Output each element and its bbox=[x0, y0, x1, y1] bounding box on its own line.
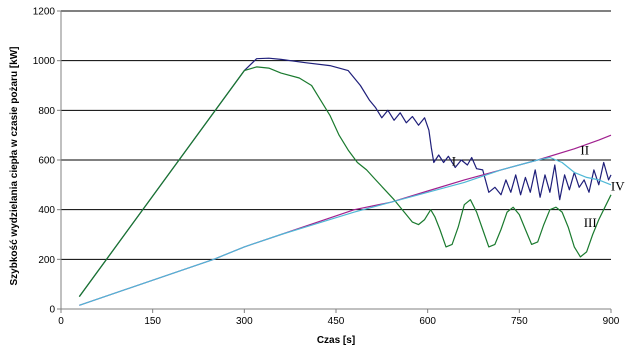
x-tick-label: 450 bbox=[328, 316, 345, 327]
series-line-i bbox=[78, 57, 612, 297]
series-line-iv bbox=[79, 156, 612, 306]
y-axis-title: Szybkość wydzielania ciepła w czasie poż… bbox=[9, 47, 20, 286]
series-annotation: I bbox=[452, 153, 456, 168]
y-tick-label: 1200 bbox=[33, 7, 56, 18]
x-tick-label: 750 bbox=[511, 316, 528, 327]
y-tick-label: 400 bbox=[38, 205, 55, 216]
series-annotation: III bbox=[584, 215, 597, 230]
x-tick-label: 0 bbox=[58, 316, 64, 327]
grid-lines bbox=[61, 10, 611, 260]
y-tick-label: 0 bbox=[49, 305, 55, 316]
series-line-iii bbox=[78, 66, 612, 297]
x-axis-ticks: 0 150 300 450 600 750 900 bbox=[58, 309, 620, 327]
series-annotation: II bbox=[580, 143, 589, 158]
x-tick-label: 900 bbox=[603, 316, 620, 327]
y-tick-label: 1000 bbox=[33, 56, 56, 67]
y-axis-ticks: 0 200 400 600 800 1000 1200 bbox=[33, 7, 61, 316]
y-tick-label: 800 bbox=[38, 106, 55, 117]
x-tick-label: 600 bbox=[419, 316, 436, 327]
series-annotation: IV bbox=[611, 178, 625, 193]
series-line-ii bbox=[79, 134, 612, 306]
x-axis-title: Czas [s] bbox=[317, 335, 355, 346]
y-tick-label: 600 bbox=[38, 156, 55, 167]
series-lines bbox=[78, 57, 612, 306]
x-tick-label: 150 bbox=[144, 316, 161, 327]
x-tick-label: 300 bbox=[236, 316, 253, 327]
y-tick-label: 200 bbox=[38, 255, 55, 266]
